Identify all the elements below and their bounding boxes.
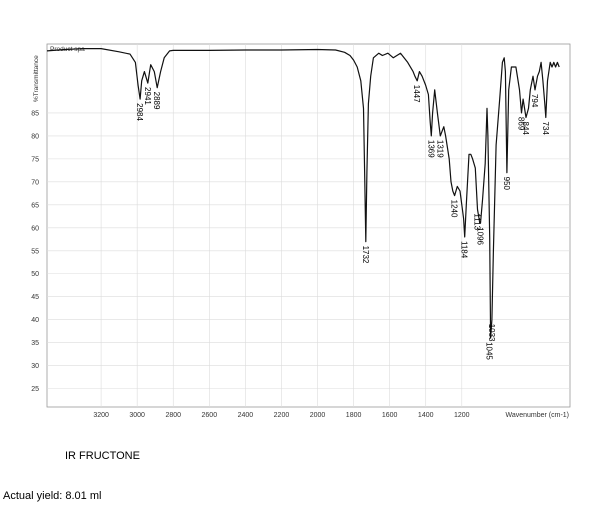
y-tick-label: 25	[31, 386, 39, 393]
x-tick-label: 1200	[454, 412, 470, 419]
peak-label: 2984	[135, 103, 144, 121]
peak-label: 2889	[152, 92, 161, 110]
y-tick-label: 80	[31, 133, 39, 140]
peak-label: 1184	[460, 241, 469, 259]
y-tick-label: 60	[31, 225, 39, 232]
y-tick-label: 85	[31, 110, 39, 117]
plot-frame	[46, 43, 571, 408]
peak-label: 1447	[412, 85, 421, 103]
y-tick-label: 35	[31, 340, 39, 347]
x-tick-label: 3000	[129, 412, 145, 419]
x-tick-label: 2400	[238, 412, 254, 419]
peak-label: 950	[502, 177, 511, 191]
y-tick-label: 50	[31, 271, 39, 278]
y-tick-label: 45	[31, 294, 39, 301]
spectrum-line	[46, 48, 560, 339]
peak-label: 1240	[450, 200, 459, 218]
peak-label: 794	[530, 94, 539, 108]
ir-spectrum-chart: 85 80 75 70 65 60 55 50 45 40 35 30 25 3200 3000 2800 26…	[31, 43, 571, 419]
x-tick-label: 1600	[382, 412, 398, 419]
peak-label: 734	[541, 122, 550, 136]
y-axis-label: %Transmittance	[33, 55, 40, 102]
peak-label: 869	[516, 117, 525, 131]
peak-label: 1096	[476, 227, 485, 245]
y-tick-label: 75	[31, 156, 39, 163]
peak-label: 2941	[143, 87, 152, 105]
x-tick-label: 2200	[274, 412, 290, 419]
x-tick-label: 1400	[418, 412, 434, 419]
peak-label: 1319	[435, 140, 444, 158]
y-tick-label: 65	[31, 202, 39, 209]
peak-label: 1033	[487, 324, 496, 342]
peak-label: 1045	[485, 342, 494, 360]
chart-caption: IR FRUCTONE	[65, 450, 140, 462]
x-tick-label: 3200	[93, 412, 109, 419]
x-tick-label: 2800	[165, 412, 181, 419]
peak-label: 844	[521, 122, 530, 136]
x-tick-label: 1800	[346, 412, 362, 419]
y-tick-label: 40	[31, 317, 39, 324]
y-tick-label: 55	[31, 248, 39, 255]
y-tick-label: 70	[31, 179, 39, 186]
actual-yield-text: Actual yield: 8.01 ml	[3, 490, 102, 502]
peak-label: 1732	[361, 246, 370, 264]
peak-label: 1369	[426, 140, 435, 158]
x-tick-label: 2000	[310, 412, 326, 419]
x-axis-label: Wavenumber (cm-1)	[505, 412, 569, 419]
x-tick-label: 2600	[202, 412, 218, 419]
y-tick-label: 30	[31, 363, 39, 370]
peak-label: 1113	[472, 213, 481, 230]
